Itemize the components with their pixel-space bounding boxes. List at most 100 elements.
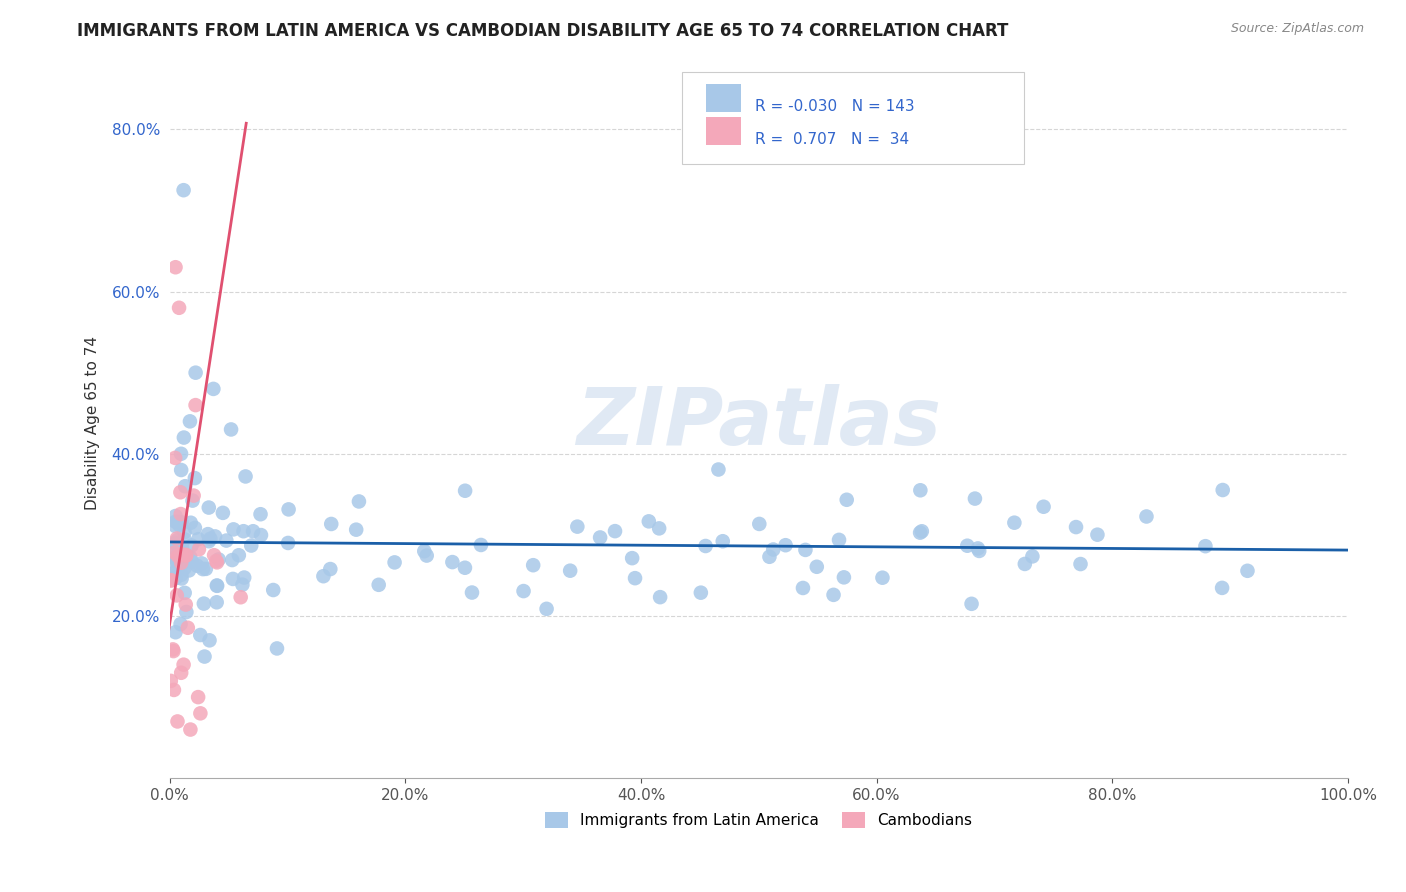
Point [160, 573, 183, 587]
Point [775, 538, 797, 552]
Point [319, 562, 342, 576]
Point [648, 521, 671, 535]
Point [621, 551, 644, 566]
Y-axis label: Disability Age 65 to 74: Disability Age 65 to 74 [86, 336, 100, 510]
Point [536, 602, 558, 616]
Point [173, 561, 195, 575]
Point [762, 542, 785, 557]
Point [170, 447, 193, 461]
Point [174, 479, 197, 493]
Point [166, 553, 188, 567]
Point [1135, 509, 1157, 524]
Point [441, 555, 464, 569]
Point [165, 550, 187, 565]
Point [180, 539, 202, 553]
Point [911, 524, 934, 539]
Point [177, 621, 200, 635]
Text: R = -0.030   N = 143: R = -0.030 N = 143 [755, 99, 915, 113]
Point [193, 597, 215, 611]
Point [205, 578, 228, 592]
Point [166, 533, 188, 548]
Point [1021, 549, 1043, 564]
Point [1236, 564, 1258, 578]
Point [184, 366, 207, 380]
Point [828, 533, 851, 547]
Point [202, 382, 225, 396]
Point [1087, 527, 1109, 541]
Point [179, 723, 201, 737]
Point [415, 549, 437, 563]
Text: ZIPatlas: ZIPatlas [576, 384, 941, 462]
Point [277, 502, 299, 516]
Point [184, 471, 207, 485]
Point [187, 690, 209, 705]
Point [173, 533, 195, 547]
Point [650, 590, 672, 604]
Point [1014, 557, 1036, 571]
Point [212, 506, 235, 520]
Point [170, 567, 193, 582]
Point [205, 595, 228, 609]
Point [165, 536, 187, 550]
Point [165, 564, 187, 578]
Point [169, 617, 191, 632]
Point [624, 571, 647, 585]
Point [198, 633, 221, 648]
Point [748, 516, 770, 531]
Point [190, 706, 212, 721]
Point [173, 183, 195, 197]
Point [202, 548, 225, 562]
Point [806, 559, 828, 574]
Point [603, 524, 626, 538]
Point [184, 398, 207, 412]
Point [963, 491, 986, 506]
Point [167, 518, 190, 533]
Point [197, 527, 219, 541]
Point [204, 529, 226, 543]
Point [249, 507, 271, 521]
Point [512, 584, 534, 599]
Point [166, 588, 188, 602]
Point [832, 570, 855, 584]
Point [1064, 520, 1087, 534]
Point [205, 579, 228, 593]
Point [183, 489, 205, 503]
Point [967, 541, 990, 556]
Point [169, 485, 191, 500]
Point [159, 574, 181, 588]
Point [695, 539, 717, 553]
Point [165, 509, 187, 524]
Point [1070, 557, 1092, 571]
Point [194, 562, 217, 576]
Point [794, 542, 817, 557]
Point [1032, 500, 1054, 514]
Point [159, 673, 181, 688]
Point [205, 555, 228, 569]
FancyBboxPatch shape [682, 72, 1024, 164]
Point [222, 522, 245, 536]
Point [174, 548, 197, 562]
Point [165, 515, 187, 529]
Point [165, 519, 187, 533]
Point [823, 588, 845, 602]
Point [689, 585, 711, 599]
Point [758, 549, 780, 564]
Point [187, 542, 209, 557]
Point [242, 524, 264, 539]
Point [174, 598, 197, 612]
Point [169, 542, 191, 557]
Point [208, 552, 231, 566]
Point [461, 585, 484, 599]
Point [176, 605, 198, 619]
Point [228, 548, 250, 562]
Point [835, 492, 858, 507]
Point [166, 714, 188, 729]
Point [262, 582, 284, 597]
Text: IMMIGRANTS FROM LATIN AMERICA VS CAMBODIAN DISABILITY AGE 65 TO 74 CORRELATION C: IMMIGRANTS FROM LATIN AMERICA VS CAMBODI… [77, 22, 1008, 40]
Point [165, 542, 187, 557]
Point [165, 450, 187, 465]
Point [384, 555, 406, 569]
Point [165, 571, 187, 585]
Point [166, 537, 188, 551]
Point [233, 570, 256, 584]
